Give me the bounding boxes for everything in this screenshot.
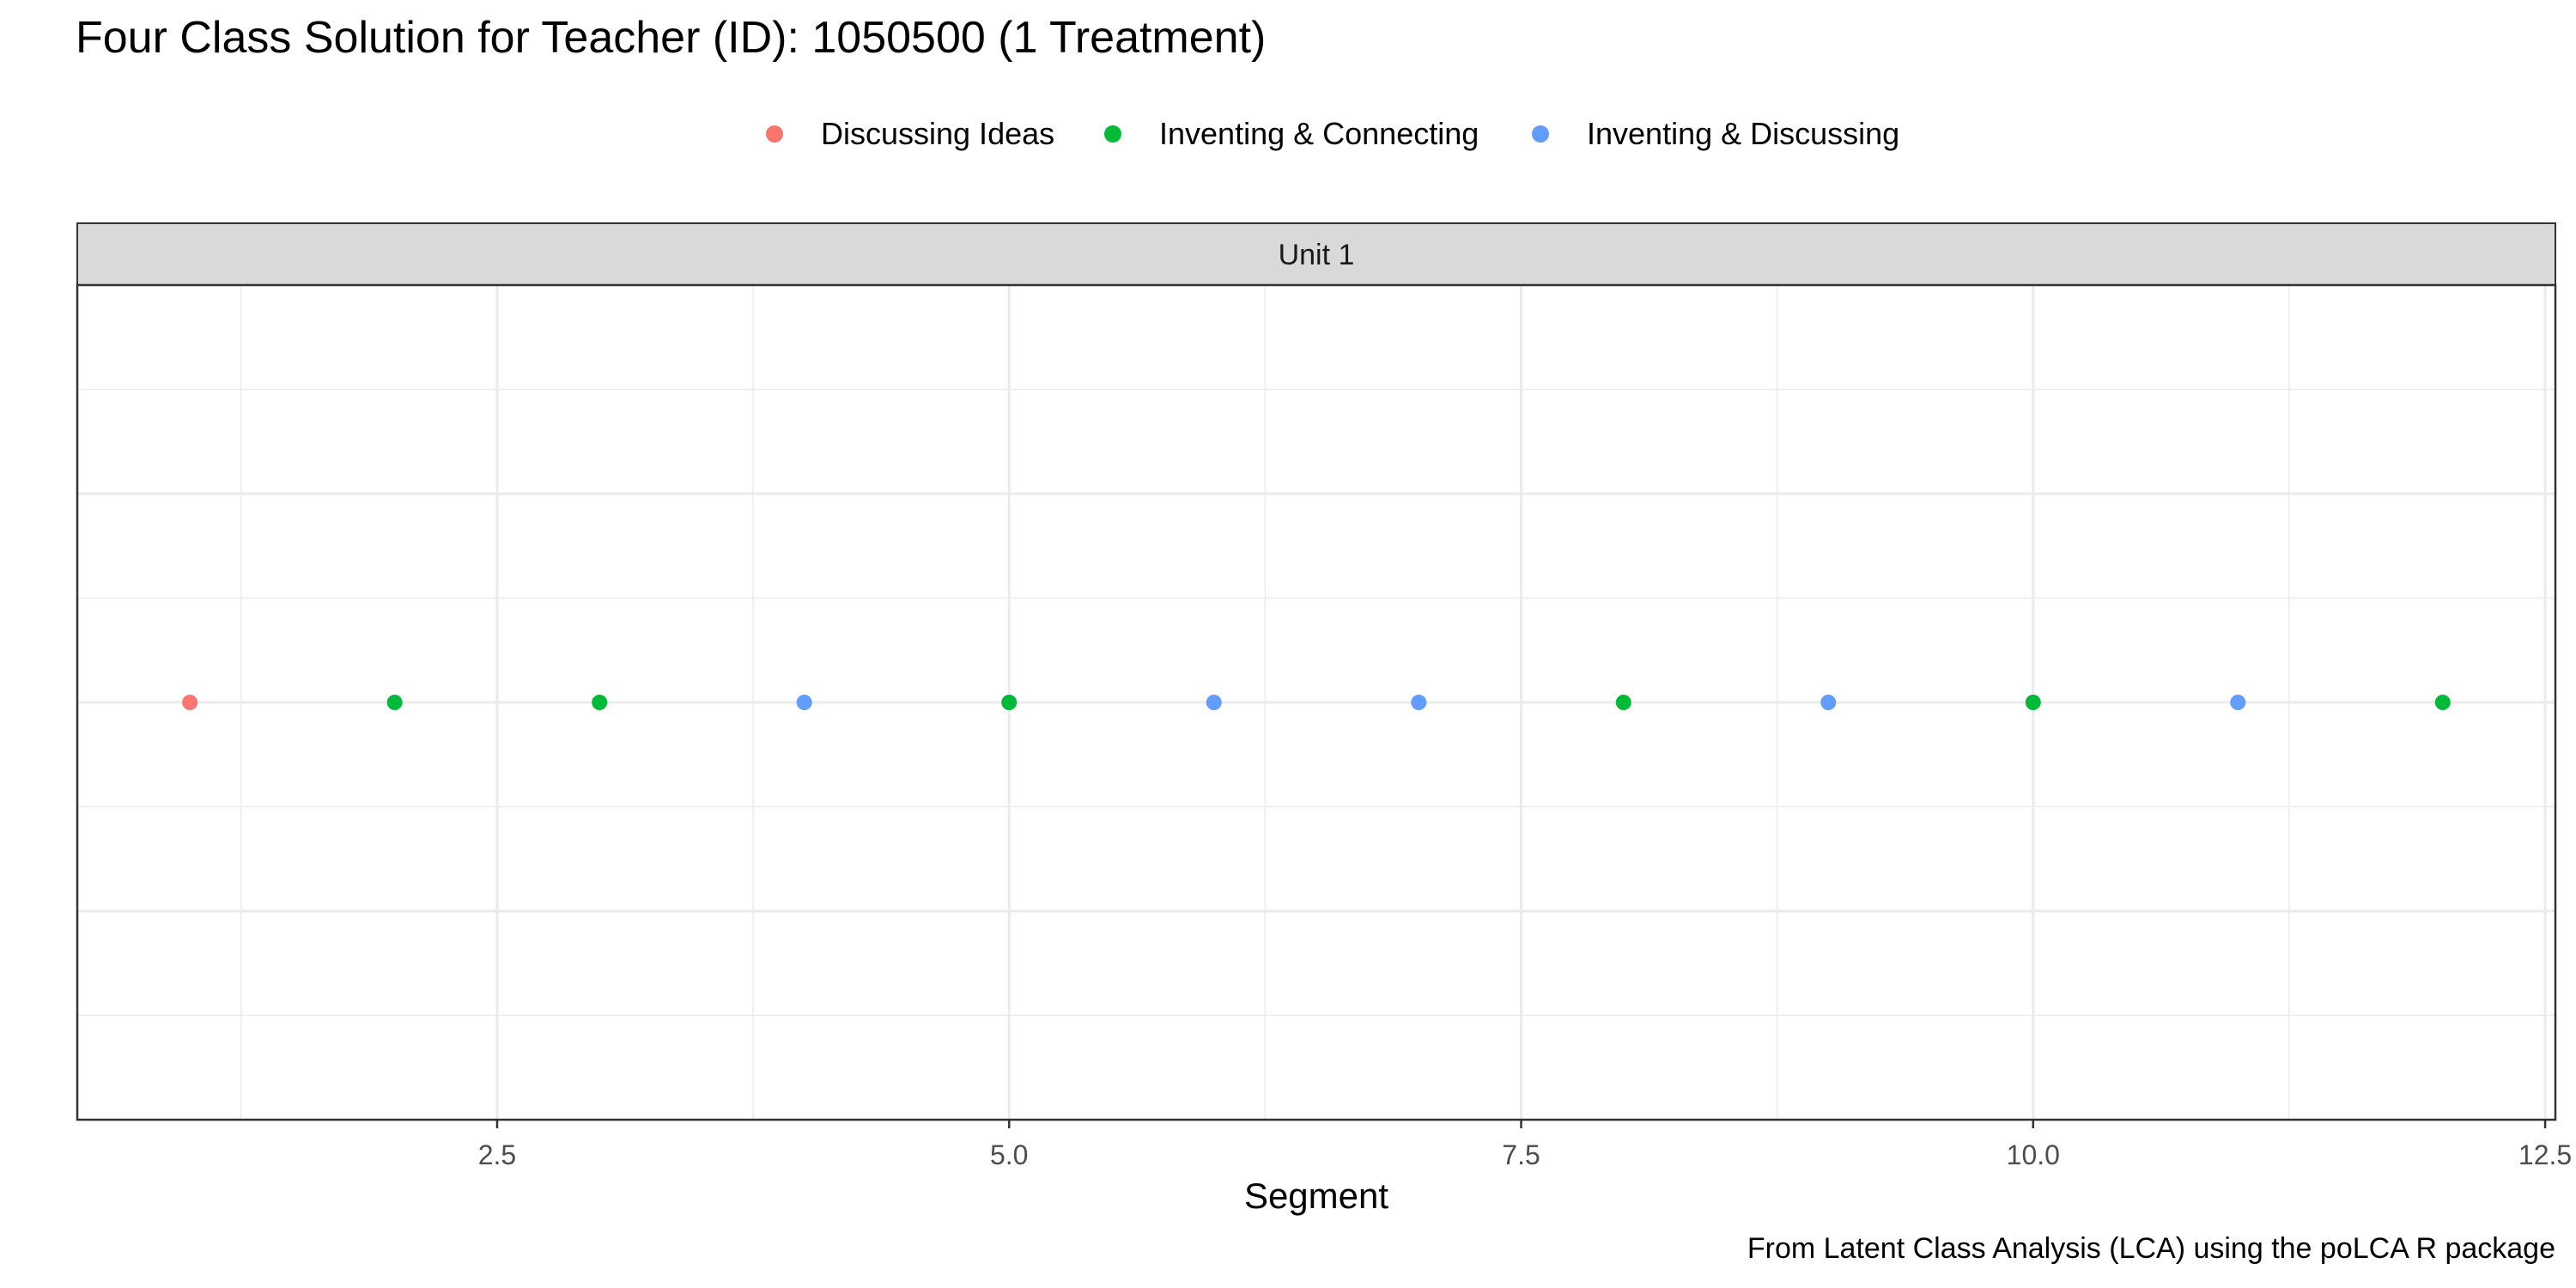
- data-point: [592, 695, 608, 710]
- legend-item-inventing-discussing: Inventing & Discussing: [1532, 110, 1899, 158]
- data-point: [1411, 695, 1427, 710]
- x-axis-title: Segment: [1244, 1176, 1388, 1216]
- data-point: [2025, 695, 2041, 710]
- data-point: [1820, 695, 1837, 710]
- legend-dot-inventing-connecting: [1104, 125, 1121, 143]
- data-point: [2434, 695, 2451, 710]
- x-tick-label: 10.0: [2007, 1139, 2060, 1170]
- legend-dot-inventing-discussing: [1532, 125, 1549, 143]
- legend-item-discussing-ideas: Discussing Ideas: [766, 110, 1054, 158]
- data-point: [386, 695, 403, 710]
- data-point: [1001, 695, 1018, 710]
- legend-label-inventing-discussing: Inventing & Discussing: [1587, 116, 1900, 151]
- grid: [77, 285, 2555, 1120]
- facet-label: Unit 1: [1279, 239, 1355, 271]
- panel-border: [76, 283, 2557, 1121]
- x-axis: 2.5 5.0 7.5 10.0 12.5: [478, 1120, 2572, 1170]
- legend-label-discussing-ideas: Discussing Ideas: [821, 116, 1055, 151]
- data-point: [2230, 695, 2246, 710]
- data-points: [182, 695, 2451, 710]
- x-tick-label: 12.5: [2518, 1139, 2572, 1170]
- legend-label-inventing-connecting: Inventing & Connecting: [1159, 116, 1479, 151]
- x-tick-label: 7.5: [1502, 1139, 1540, 1170]
- legend-dot-discussing-ideas: [766, 125, 783, 143]
- legend-item-inventing-connecting: Inventing & Connecting: [1104, 110, 1479, 158]
- data-point: [182, 695, 198, 710]
- chart-title: Four Class Solution for Teacher (ID): 10…: [76, 13, 1267, 63]
- data-point: [1615, 695, 1631, 710]
- x-tick-label: 2.5: [478, 1139, 516, 1170]
- facet-strip: [76, 222, 2556, 286]
- data-point: [796, 695, 812, 710]
- chart-caption: From Latent Class Analysis (LCA) using t…: [1747, 1232, 2555, 1265]
- data-point: [1206, 695, 1222, 710]
- x-tick-label: 5.0: [990, 1139, 1028, 1170]
- legend: Discussing Ideas Inventing & Connecting …: [0, 110, 2576, 158]
